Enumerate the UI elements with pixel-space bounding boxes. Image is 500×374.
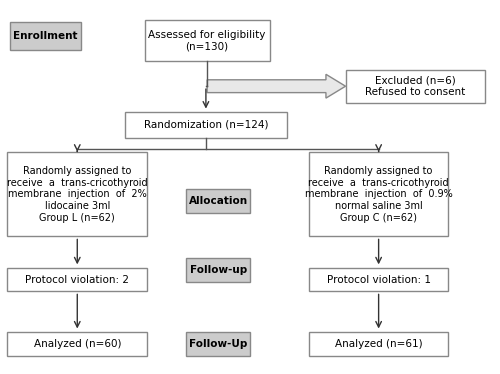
- Text: Analyzed (n=60): Analyzed (n=60): [34, 339, 121, 349]
- Text: Enrollment: Enrollment: [13, 31, 78, 41]
- Text: Excluded (n=6)
Refused to consent: Excluded (n=6) Refused to consent: [365, 76, 466, 97]
- Text: Assessed for eligibility
(n=130): Assessed for eligibility (n=130): [148, 30, 266, 51]
- FancyBboxPatch shape: [144, 20, 270, 61]
- Polygon shape: [207, 74, 346, 98]
- Text: Allocation: Allocation: [188, 196, 248, 206]
- FancyBboxPatch shape: [125, 112, 287, 138]
- Text: Follow-up: Follow-up: [190, 266, 247, 275]
- Text: Follow-Up: Follow-Up: [189, 339, 248, 349]
- FancyBboxPatch shape: [8, 152, 147, 236]
- FancyBboxPatch shape: [309, 332, 448, 356]
- FancyBboxPatch shape: [186, 332, 250, 356]
- Text: Analyzed (n=61): Analyzed (n=61): [335, 339, 422, 349]
- Text: Randomly assigned to
receive  a  trans-cricothyroid
membrane  injection  of  2%
: Randomly assigned to receive a trans-cri…: [7, 166, 148, 223]
- FancyBboxPatch shape: [346, 70, 485, 103]
- Text: Protocol violation: 1: Protocol violation: 1: [326, 275, 430, 285]
- FancyBboxPatch shape: [309, 152, 448, 236]
- FancyBboxPatch shape: [186, 189, 250, 213]
- FancyBboxPatch shape: [309, 268, 448, 291]
- Text: Randomization (n=124): Randomization (n=124): [144, 120, 268, 130]
- Text: Protocol violation: 2: Protocol violation: 2: [26, 275, 130, 285]
- FancyBboxPatch shape: [8, 268, 147, 291]
- Text: Randomly assigned to
receive  a  trans-cricothyroid
membrane  injection  of  0.9: Randomly assigned to receive a trans-cri…: [305, 166, 452, 223]
- FancyBboxPatch shape: [10, 22, 81, 50]
- FancyBboxPatch shape: [186, 258, 250, 282]
- FancyBboxPatch shape: [8, 332, 147, 356]
